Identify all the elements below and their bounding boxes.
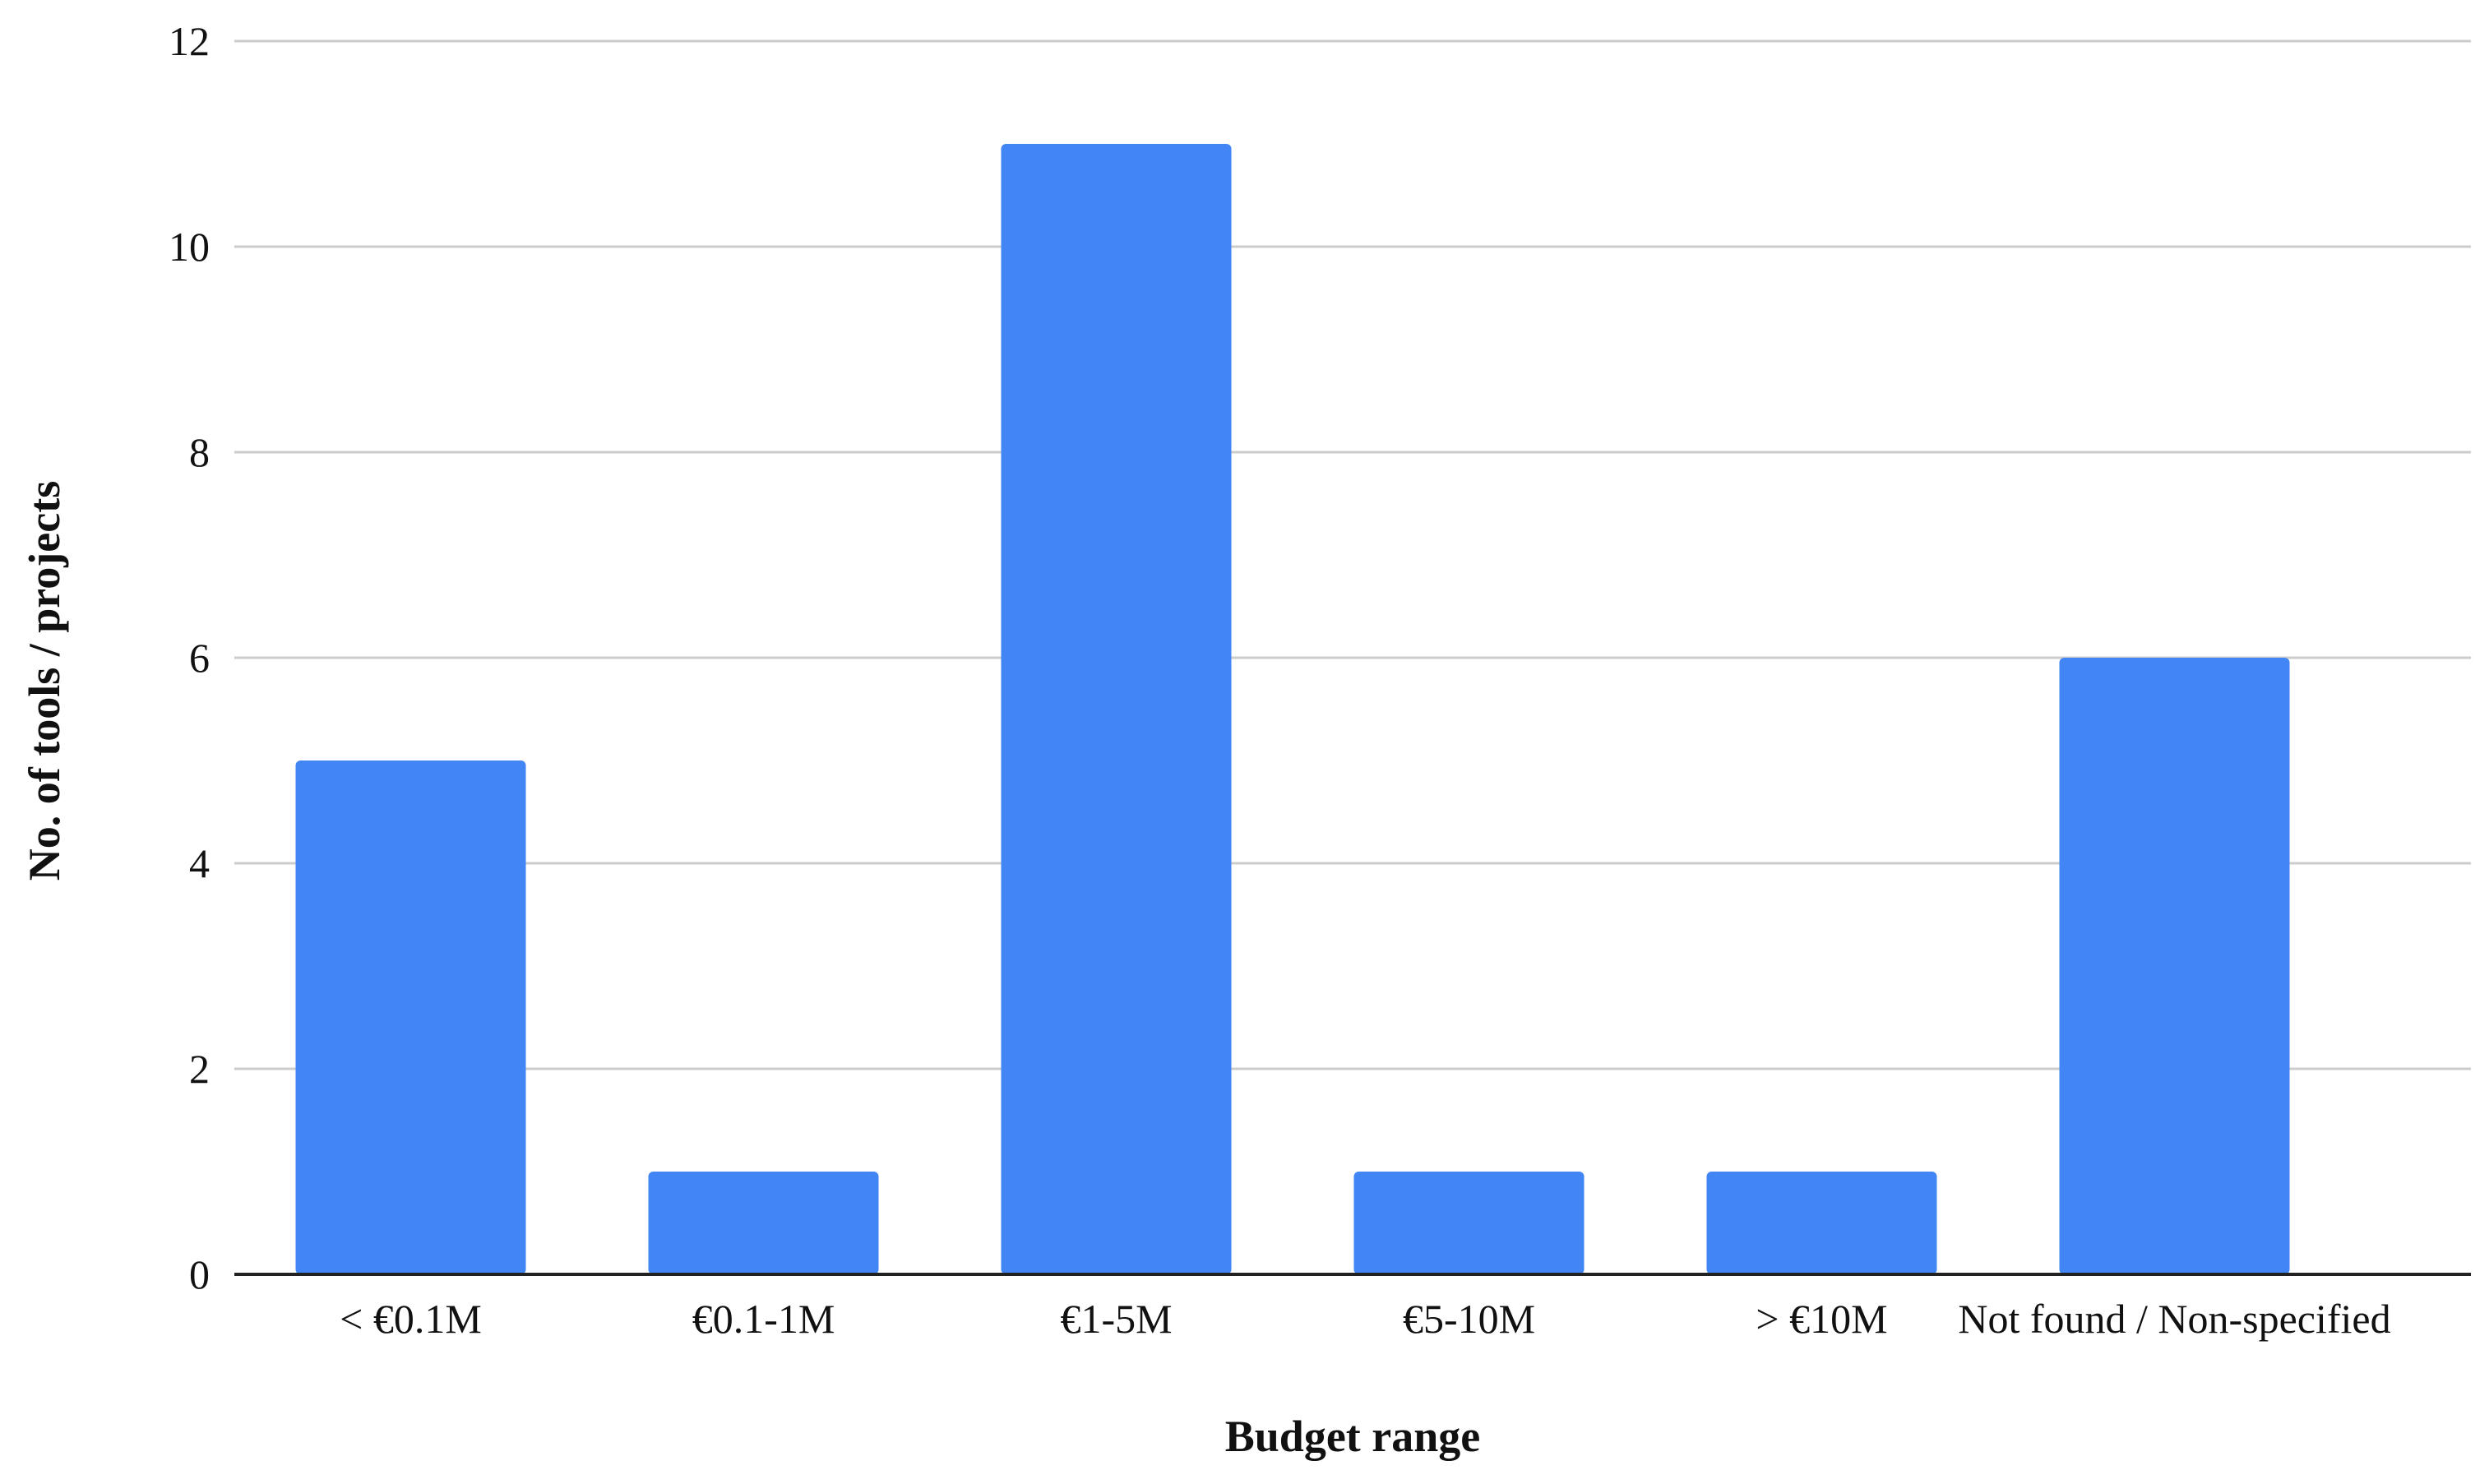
y-tick-label: 10 [169,224,210,270]
bar [295,760,526,1274]
bar [1353,1172,1585,1274]
x-tick-label: €0.1-1M [692,1296,835,1342]
y-tick-label: 12 [169,18,210,64]
y-tick-label: 0 [189,1251,210,1297]
x-tick-label: > €10M [1756,1296,1887,1342]
x-tick-label: €1-5M [1060,1296,1172,1342]
bar [1706,1172,1937,1274]
bar [2059,658,2290,1274]
y-axis-title: No. of tools / projects [20,481,69,881]
bars [295,144,2290,1274]
x-tick-label: Not found / Non-specified [1958,1296,2390,1342]
bar [1001,144,1232,1274]
y-tick-label: 2 [189,1046,210,1092]
y-tick-labels: 0 2 4 6 8 10 12 [169,18,210,1297]
y-tick-label: 4 [189,840,210,886]
y-tick-label: 6 [189,635,210,681]
bar [648,1172,879,1274]
x-axis-title: Budget range [1225,1412,1481,1461]
y-tick-label: 8 [189,429,210,475]
x-tick-label: < €0.1M [340,1296,482,1342]
x-tick-label: €5-10M [1403,1296,1535,1342]
x-tick-labels: < €0.1M €0.1-1M €1-5M €5-10M > €10M Not found… [340,1296,2390,1342]
